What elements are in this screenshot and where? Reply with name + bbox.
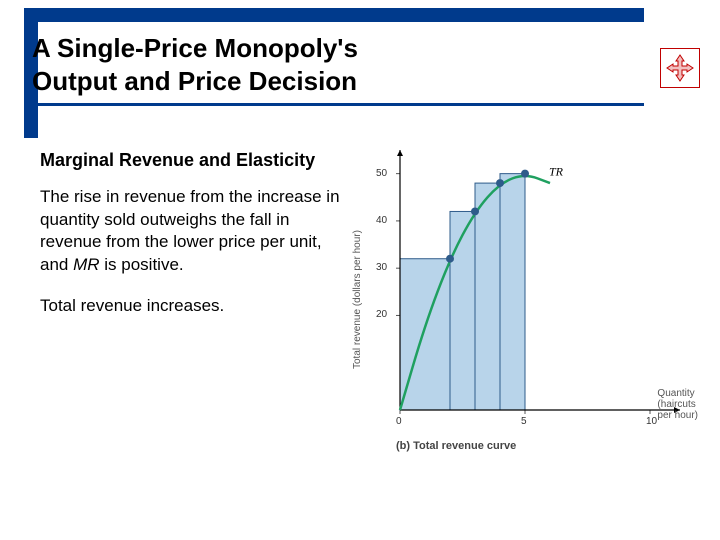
x-axis-label: Quantity (haircuts per hour)	[657, 388, 698, 421]
y-axis-label: Total revenue (dollars per hour)	[352, 210, 370, 390]
paragraph-1: The rise in revenue from the increase in…	[40, 186, 340, 278]
body-text: Marginal Revenue and Elasticity The rise…	[40, 150, 340, 336]
paragraph-2: Total revenue increases.	[40, 295, 340, 318]
svg-text:TR: TR	[549, 165, 564, 179]
slide-title: A Single-Price Monopoly's Output and Pri…	[24, 24, 644, 106]
title-line-1: A Single-Price Monopoly's	[32, 33, 358, 63]
header-accent-bar	[24, 8, 644, 22]
chart-caption: (b) Total revenue curve	[396, 440, 516, 452]
title-line-2: Output and Price Decision	[32, 66, 357, 96]
move-icon	[660, 48, 700, 88]
chart-svg: TR	[360, 140, 700, 440]
tr-chart: Total revenue (dollars per hour) TR Quan…	[360, 140, 700, 480]
subheading: Marginal Revenue and Elasticity	[40, 150, 340, 172]
